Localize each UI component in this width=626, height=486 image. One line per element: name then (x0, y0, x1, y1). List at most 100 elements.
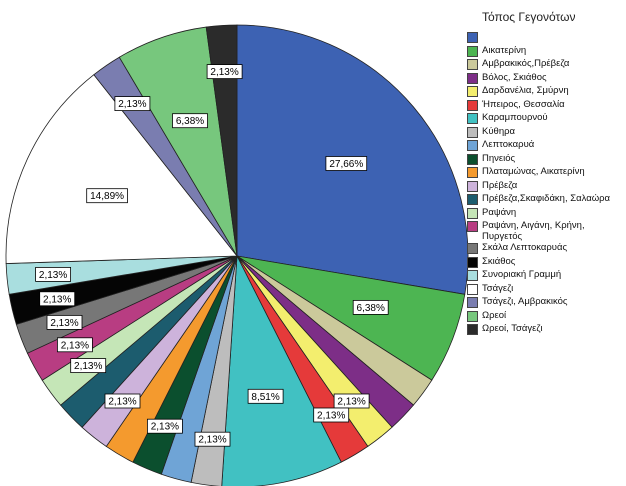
legend-label-2: Αμβρακικός,Πρέβεζα (482, 58, 570, 69)
data-label-box-14 (57, 337, 93, 353)
legend-swatch-12 (467, 194, 478, 205)
data-label-7: 2,13% (194, 431, 231, 447)
legend-item-7: Κύθηρα (462, 126, 624, 140)
legend-list: Αικατερίνη Αμβρακικός,Πρέβεζα Βόλος, Σκιάθ… (462, 31, 624, 337)
legend-swatch-13 (467, 207, 478, 219)
legend-swatch-17 (467, 270, 478, 281)
pie-slice-6 (221, 254, 342, 486)
legend-item-9: Πηνειός (462, 153, 624, 167)
legend-label-21: Ωρεοί, Τσάγεζι (482, 323, 543, 334)
legend-label-20: Ωρεοί (482, 309, 507, 321)
legend-item-8: Λεπτοκαρυά (462, 139, 624, 153)
data-label-box-17 (35, 266, 71, 282)
legend-swatch-9 (467, 153, 478, 165)
data-label-4: 2,13% (333, 393, 370, 409)
pie-data-labels: 27,66% 6,38% 2,13% 2,13% 8,51% 2,13% 2,13% 2,13… (35, 64, 389, 447)
data-label-text-20: 6,38% (176, 116, 204, 127)
data-label-text-16: 2,13% (43, 294, 71, 305)
legend-swatch-3 (467, 72, 478, 84)
legend-item-16: Σκιάθος (462, 256, 624, 270)
data-label-5: 2,13% (313, 407, 350, 423)
legend-swatch-11 (467, 180, 478, 192)
legend-swatch-2 (467, 59, 478, 70)
data-label-box-18 (86, 188, 128, 204)
legend-item-21: Ωρεοί, Τσάγεζι (462, 323, 624, 337)
legend-item-14: Ραψάνη, Αιγάνη, Κρήνη, Πυργετός (462, 220, 624, 242)
data-label-14: 2,13% (57, 337, 93, 353)
legend-swatch-4 (467, 86, 478, 97)
pie-slice-18 (5, 74, 238, 264)
data-label-6: 8,51% (247, 388, 284, 404)
data-label-text-0: 27,66% (329, 159, 363, 170)
legend-swatch-6 (467, 113, 478, 124)
data-label-15: 2,13% (46, 314, 83, 330)
data-label-text-1: 6,38% (357, 303, 385, 314)
data-label-box-21 (206, 64, 243, 79)
data-label-20: 6,38% (172, 113, 208, 129)
data-label-9: 2,13% (146, 418, 183, 434)
legend-item-4: Δαρδανέλια, Σμύρνη (462, 85, 624, 99)
legend-swatch-1 (467, 45, 478, 57)
pie-slices (5, 24, 469, 486)
legend-label-6: Καραμπουρνού (482, 112, 548, 123)
data-label-box-4 (333, 393, 370, 409)
legend-item-18: Τσάγεζι (462, 283, 624, 297)
legend-swatch-19 (467, 297, 478, 308)
data-label-text-6: 8,51% (251, 392, 279, 403)
legend-label-7: Κύθηρα (482, 125, 515, 137)
legend-swatch-16 (467, 256, 478, 268)
data-label-box-1 (352, 299, 389, 315)
legend-label-13: Ραψάνη (482, 206, 517, 218)
legend-label-1: Αικατερίνη (482, 44, 527, 56)
legend-swatch-20 (467, 310, 478, 322)
data-label-box-11 (104, 393, 141, 409)
data-label-text-21: 2,13% (210, 67, 238, 78)
legend-label-15: Σκάλα Λεπτοκαρυάς (482, 242, 568, 253)
legend-item-2: Αμβρακικός,Πρέβεζα (462, 58, 624, 72)
data-label-box-7 (194, 431, 231, 447)
data-label-1: 6,38% (352, 299, 389, 315)
legend-label-14: Ραψάνη, Αιγάνη, Κρήνη, Πυργετός (482, 220, 585, 242)
legend-title: Τόπος Γεγονότων (482, 10, 576, 24)
data-label-box-16 (39, 291, 76, 307)
legend-label-10: Πλαταμώνας, Αικατερίνη (482, 166, 585, 177)
legend-label-18: Τσάγεζι (482, 282, 514, 294)
legend-swatch-10 (467, 167, 478, 178)
data-label-box-0 (325, 156, 368, 171)
legend-item-17: Συνοριακή Γραμμή (462, 269, 624, 283)
data-label-0: 27,66% (325, 156, 368, 171)
data-label-13: 2,13% (70, 358, 107, 374)
legend-item-13: Ραψάνη (462, 207, 624, 221)
legend-label-19: Τσάγεζι, Αμβρακικός (482, 296, 568, 307)
legend: Τόπος Γεγονότων Αικατερίνη Αμβρακικός,Πρέ… (462, 10, 624, 337)
legend-item-6: Καραμπουρνού (462, 112, 624, 126)
legend-item-12: Πρέβεζα,Σκαφιδάκη, Σαλαώρα (462, 193, 624, 207)
data-label-text-15: 2,13% (50, 318, 78, 329)
data-label-box-19 (114, 96, 151, 111)
data-label-18: 14,89% (86, 188, 128, 204)
legend-item-3: Βόλος, Σκιάθος (462, 72, 624, 86)
data-label-text-4: 2,13% (337, 397, 365, 408)
legend-item-5: Ήπειρος, Θεσσαλία (462, 99, 624, 113)
legend-label-12: Πρέβεζα,Σκαφιδάκη, Σαλαώρα (482, 193, 611, 204)
legend-item-11: Πρέβεζα (462, 180, 624, 194)
legend-item-0 (462, 31, 624, 45)
data-label-box-13 (70, 358, 107, 374)
legend-swatch-8 (467, 140, 478, 151)
legend-item-20: Ωρεοί (462, 310, 624, 324)
legend-label-17: Συνοριακή Γραμμή (482, 269, 562, 280)
legend-swatch-14 (467, 221, 478, 232)
legend-label-4: Δαρδανέλια, Σμύρνη (482, 85, 569, 96)
data-label-text-9: 2,13% (151, 422, 179, 433)
data-label-text-11: 2,13% (108, 397, 136, 408)
data-label-text-17: 2,13% (39, 270, 67, 281)
data-label-box-9 (146, 418, 183, 434)
data-label-11: 2,13% (104, 393, 141, 409)
legend-label-9: Πηνειός (482, 152, 516, 164)
legend-swatch-5 (467, 99, 478, 111)
legend-swatch-0 (467, 32, 478, 43)
data-label-box-6 (247, 388, 284, 404)
data-label-box-15 (46, 314, 83, 330)
data-label-box-5 (313, 407, 350, 423)
legend-label-5: Ήπειρος, Θεσσαλία (482, 98, 565, 110)
